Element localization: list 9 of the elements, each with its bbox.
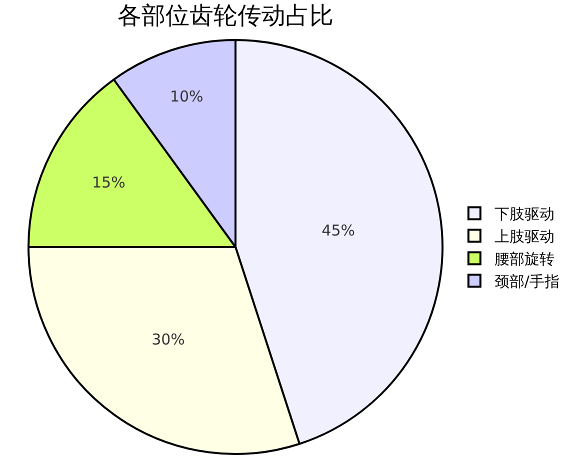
legend-label: 颈部/手指 [494,272,560,291]
legend-label: 腰部旋转 [494,250,554,268]
legend-label: 下肢驱动 [494,205,554,224]
data-label: 30% [152,330,185,349]
data-label: 10% [170,88,204,106]
data-label: 45% [322,222,356,240]
data-label: 15% [92,173,126,192]
legend-label: 上肢驱动 [494,228,554,246]
chart-title: 各部位齿轮传动占比 [118,2,334,30]
